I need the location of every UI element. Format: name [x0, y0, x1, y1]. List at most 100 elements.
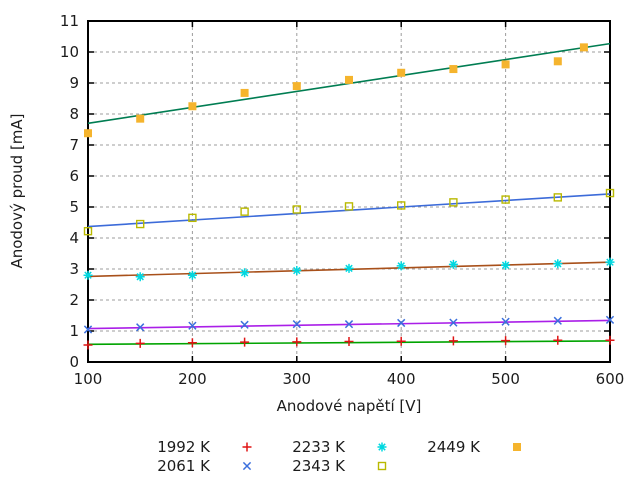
marker-asterisk: [501, 260, 511, 270]
legend-item: 2061 K: [130, 457, 284, 475]
marker-square-open: [449, 198, 458, 207]
marker-square-open: [240, 207, 249, 216]
marker-square-filled: [501, 60, 510, 69]
marker-asterisk: [553, 259, 563, 269]
marker-square-filled: [345, 75, 353, 84]
y-tick-label: 11: [60, 12, 79, 30]
x-tick-label: 600: [596, 370, 625, 388]
marker-cross: [501, 317, 510, 326]
legend-item: 2449 K: [400, 438, 554, 456]
marker-asterisk: [83, 270, 93, 280]
legend-item: 2233 K: [265, 438, 419, 456]
y-tick-label: 8: [69, 105, 79, 123]
series-2343-K: [83, 188, 615, 236]
square-filled-icon: [513, 443, 521, 451]
marker-square-open: [83, 226, 93, 236]
marker-square-open: [188, 213, 197, 223]
marker-cross: [188, 321, 197, 330]
y-tick-label: 6: [69, 167, 79, 185]
x-tick-label: 400: [387, 370, 416, 388]
marker-plus: [448, 336, 458, 346]
marker-plus: [240, 337, 250, 347]
y-tick-label: 5: [69, 198, 79, 216]
marker-square-filled: [579, 43, 588, 52]
marker-plus: [605, 335, 615, 345]
marker-cross: [449, 318, 458, 327]
marker-asterisk: [240, 268, 250, 278]
marker-square-open: [135, 219, 145, 229]
series-2449-K: [84, 42, 611, 138]
marker-asterisk: [448, 259, 458, 269]
marker-square-filled: [240, 88, 249, 97]
marker-asterisk: [292, 266, 302, 276]
square-open-icon: [377, 461, 387, 471]
marker-plus: [83, 340, 93, 350]
legend-marker: [345, 439, 419, 455]
marker-plus: [553, 335, 563, 345]
series-2061-K: [83, 315, 615, 334]
marker-square-filled: [397, 68, 406, 77]
marker-square-filled: [84, 129, 92, 138]
marker-asterisk: [344, 263, 354, 273]
marker-asterisk: [396, 261, 406, 271]
marker-square-open: [344, 202, 354, 211]
marker-plus: [242, 442, 252, 452]
y-tick-label: 7: [69, 136, 79, 154]
marker-square-open: [605, 188, 615, 198]
x-axis-label: Anodové napětí [V]: [276, 397, 422, 415]
marker-cross: [240, 320, 249, 329]
x-tick-label: 100: [74, 370, 103, 388]
x-tick-label: 200: [178, 370, 207, 388]
marker-plus: [396, 336, 406, 346]
marker-square-filled: [513, 443, 521, 451]
marker-square-open: [397, 201, 406, 210]
marker-square-filled: [188, 102, 197, 111]
asterisk-icon: [377, 442, 387, 452]
legend-label: 2233 K: [292, 438, 345, 456]
marker-square-filled: [136, 114, 145, 123]
plus-icon: [242, 442, 252, 452]
y-tick-label: 2: [69, 291, 79, 309]
marker-square-open: [553, 193, 562, 202]
legend-marker: [210, 439, 284, 455]
legend-label: 1992 K: [157, 438, 210, 456]
y-tick-label: 4: [69, 229, 79, 247]
legend-item: 1992 K: [130, 438, 284, 456]
legend-marker: [210, 458, 284, 474]
marker-cross: [292, 320, 301, 329]
legend-label: 2343 K: [292, 457, 345, 475]
series-2233-K: [83, 257, 615, 282]
legend-marker: [480, 439, 554, 455]
x-tick-label: 300: [282, 370, 311, 388]
marker-cross: [397, 318, 406, 328]
marker-square-open: [292, 205, 301, 214]
y-tick-label: 9: [69, 74, 79, 92]
y-tick-label: 10: [60, 43, 79, 61]
plot-border: [87, 20, 611, 363]
marker-square-open: [501, 195, 510, 204]
marker-asterisk: [377, 442, 387, 452]
marker-cross: [344, 320, 354, 329]
marker-asterisk: [605, 257, 615, 267]
marker-cross: [242, 461, 252, 471]
legend-item: 2343 K: [265, 457, 419, 475]
y-tick-label: 3: [69, 260, 79, 278]
marker-cross: [605, 315, 615, 324]
y-axis-label: Anodový proud [mA]: [8, 113, 26, 269]
series-1992-K: [83, 335, 615, 350]
marker-square-open: [377, 461, 387, 471]
marker-cross: [136, 323, 145, 332]
legend-marker: [345, 458, 419, 474]
marker-plus: [187, 338, 197, 348]
marker-asterisk: [187, 270, 197, 280]
marker-square-filled: [292, 82, 301, 91]
y-tick-label: 0: [69, 353, 79, 371]
legend-label: 2061 K: [157, 457, 210, 475]
y-tick-label: 1: [69, 322, 79, 340]
marker-plus: [135, 338, 145, 348]
marker-square-filled: [449, 65, 458, 74]
legend-label: 2449 K: [427, 438, 480, 456]
x-tick-label: 500: [491, 370, 520, 388]
